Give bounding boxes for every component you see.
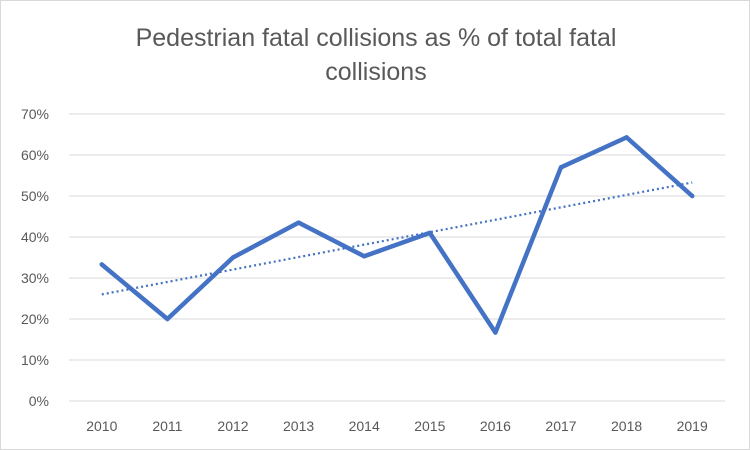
trendline xyxy=(101,181,693,296)
data-point xyxy=(427,230,432,236)
data-point xyxy=(165,316,170,322)
data-point xyxy=(296,220,301,225)
data-point xyxy=(230,255,236,260)
y-tick-label: 50% xyxy=(21,188,49,204)
chart-title: Pedestrian fatal collisions as % of tota… xyxy=(135,24,617,86)
x-tick-label: 2018 xyxy=(611,418,642,434)
y-tick-label: 40% xyxy=(21,229,49,245)
y-axis-ticks: 0% 10% 20% 30% 40% 50% 60% 70% xyxy=(21,106,49,409)
data-point xyxy=(493,330,498,335)
data-point xyxy=(99,262,105,267)
y-tick-label: 30% xyxy=(21,270,49,286)
x-tick-label: 2014 xyxy=(349,418,380,434)
x-tick-label: 2012 xyxy=(217,418,248,434)
series-layer xyxy=(99,135,695,335)
gridlines xyxy=(69,113,725,402)
x-tick-label: 2010 xyxy=(86,418,117,434)
x-tick-label: 2017 xyxy=(545,418,576,434)
x-tick-label: 2013 xyxy=(283,418,314,434)
series-line xyxy=(99,135,695,335)
data-point xyxy=(558,165,564,170)
x-tick-label: 2011 xyxy=(152,418,182,434)
y-tick-label: 0% xyxy=(29,393,49,409)
data-point xyxy=(362,254,367,259)
data-point xyxy=(690,193,695,199)
trendline-layer xyxy=(101,181,693,296)
x-axis-ticks: 2010 2011 2012 2013 2014 2015 2016 2017 2018 2019 xyxy=(86,418,708,434)
y-tick-label: 70% xyxy=(21,106,49,122)
x-tick-label: 2015 xyxy=(414,418,445,434)
y-tick-label: 20% xyxy=(21,311,49,327)
x-tick-label: 2019 xyxy=(677,418,708,434)
y-tick-label: 60% xyxy=(21,147,49,163)
data-point xyxy=(624,135,629,140)
y-tick-label: 10% xyxy=(21,352,49,368)
x-tick-label: 2016 xyxy=(480,418,511,434)
